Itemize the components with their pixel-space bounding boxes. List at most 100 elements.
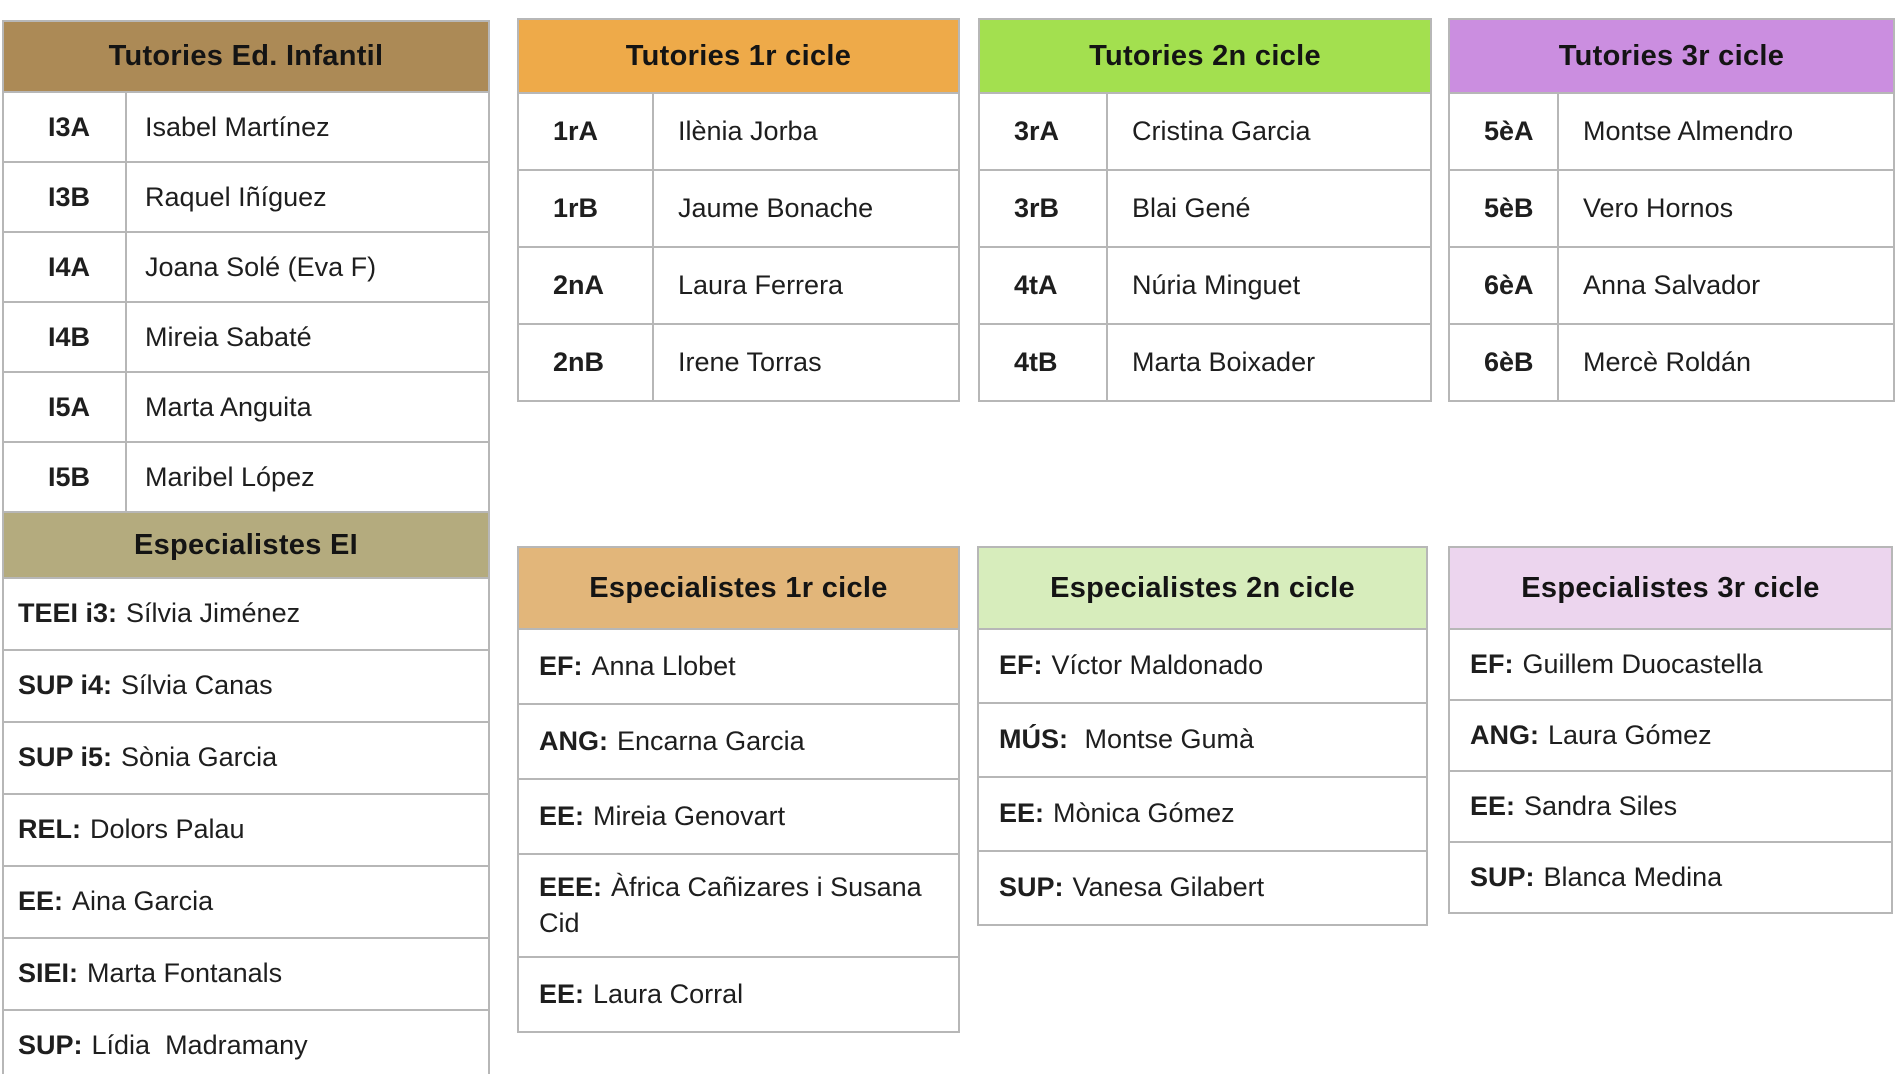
specialty-label: EE: — [999, 798, 1045, 829]
teacher-name: Núria Minguet — [1132, 270, 1301, 300]
group-code: 5èA — [1450, 94, 1559, 169]
specialty-label: MÚS: — [999, 724, 1068, 755]
teacher-name: Vanesa Gilabert — [1072, 872, 1265, 903]
group-code: 2nA — [519, 248, 654, 323]
teacher-name: Anna Llobet — [591, 650, 736, 681]
table-tutories-infantil: Tutories Ed. Infantil I3A Isabel Martíne… — [2, 20, 490, 1074]
teacher-name: Aina Garcia — [72, 886, 214, 917]
specialty-label: SUP: — [999, 872, 1064, 903]
group-code: 3rA — [980, 94, 1108, 169]
table-row: 3rB Blai Gené — [978, 169, 1432, 248]
especialistes-1r-header: Especialistes 1r cicle — [517, 546, 960, 630]
teacher-name: Mireia Genovart — [593, 800, 786, 831]
specialist-row: MÚS: Montse Gumà — [977, 702, 1428, 778]
table-especialistes-3r-cicle: Especialistes 3r cicle EF: Guillem Duocas… — [1448, 546, 1893, 914]
specialist-row: EE: Laura Corral — [517, 956, 960, 1033]
specialty-label: EE: — [539, 978, 585, 1009]
table-tutories-3r-cicle: Tutories 3r cicle 5èA Montse Almendro 5è… — [1448, 18, 1895, 402]
group-code: I3B — [4, 163, 127, 231]
specialist-row: EEE: Àfrica Cañizares i Susana Cid — [517, 853, 960, 958]
table-row: I4B Mireia Sabaté — [2, 301, 490, 373]
table-row: I5B Maribel López — [2, 441, 490, 513]
teacher-name: Mònica Gómez — [1053, 798, 1235, 829]
specialist-row: ANG: Encarna Garcia — [517, 703, 960, 780]
teacher-name: Raquel Iñíguez — [145, 181, 327, 212]
teacher-name: Sandra Siles — [1524, 790, 1678, 821]
table-row: I5A Marta Anguita — [2, 371, 490, 443]
specialist-row: EE: Mònica Gómez — [977, 776, 1428, 852]
teacher-name: Vero Hornos — [1583, 193, 1734, 223]
specialty-label: TEEI i3: — [18, 598, 118, 629]
group-code: 1rA — [519, 94, 654, 169]
group-code: 3rB — [980, 171, 1108, 246]
teacher-name: Àfrica Cañizares i Susana Cid — [539, 872, 930, 938]
specialty-label: REL: — [18, 814, 81, 845]
teacher-name: Encarna Garcia — [617, 725, 805, 756]
table-row: 1rA Ilènia Jorba — [517, 92, 960, 171]
teacher-name: Dolors Palau — [90, 814, 245, 845]
group-code: I5A — [4, 373, 127, 441]
specialist-row: SUP i5: Sònia Garcia — [2, 721, 490, 795]
teacher-name: Marta Boixader — [1132, 347, 1316, 377]
tutories-2n-header: Tutories 2n cicle — [978, 18, 1432, 94]
group-code: I5B — [4, 443, 127, 511]
table-tutories-1r-cicle: Tutories 1r cicle 1rA Ilènia Jorba 1rB J… — [517, 18, 960, 402]
teacher-name: Laura Corral — [593, 978, 744, 1009]
specialist-row: SUP i4: Sílvia Canas — [2, 649, 490, 723]
tutories-3r-header: Tutories 3r cicle — [1448, 18, 1895, 94]
table-row: 6èB Mercè Roldán — [1448, 323, 1895, 402]
group-code: I4A — [4, 233, 127, 301]
specialty-label: SUP i5: — [18, 742, 113, 773]
specialist-row: REL: Dolors Palau — [2, 793, 490, 867]
group-code: 4tA — [980, 248, 1108, 323]
table-row: I3A Isabel Martínez — [2, 91, 490, 163]
specialty-label: EE: — [18, 886, 64, 917]
teacher-name: Anna Salvador — [1583, 270, 1761, 300]
group-code: 5èB — [1450, 171, 1559, 246]
teacher-name: Montse Gumà — [1077, 724, 1255, 755]
tutories-1r-header: Tutories 1r cicle — [517, 18, 960, 94]
teacher-name: Sílvia Jiménez — [126, 598, 301, 629]
specialty-label: EF: — [999, 650, 1043, 681]
teacher-name: Sònia Garcia — [121, 742, 278, 773]
teacher-name: Víctor Maldonado — [1051, 650, 1264, 681]
teacher-name: Ilènia Jorba — [678, 116, 818, 146]
specialist-row: EE: Mireia Genovart — [517, 778, 960, 855]
group-code: 6èA — [1450, 248, 1559, 323]
specialist-row: SUP: Blanca Medina — [1448, 841, 1893, 914]
specialist-row: EE: Aina Garcia — [2, 865, 490, 939]
table-row: 1rB Jaume Bonache — [517, 169, 960, 248]
teacher-name: Sílvia Canas — [121, 670, 273, 701]
specialist-row: SIEI: Marta Fontanals — [2, 937, 490, 1011]
table-row: I3B Raquel Iñíguez — [2, 161, 490, 233]
tutories-infantil-header: Tutories Ed. Infantil — [2, 20, 490, 93]
table-row: 5èB Vero Hornos — [1448, 169, 1895, 248]
table-row: 4tB Marta Boixader — [978, 323, 1432, 402]
specialty-label: EF: — [539, 650, 583, 681]
specialty-label: ANG: — [1470, 719, 1539, 750]
group-code: 4tB — [980, 325, 1108, 400]
specialty-label: EF: — [1470, 648, 1514, 679]
specialty-label: EEE: — [539, 872, 603, 903]
teacher-name: Jaume Bonache — [678, 193, 874, 223]
table-tutories-2n-cicle: Tutories 2n cicle 3rA Cristina Garcia 3r… — [978, 18, 1432, 402]
specialty-label: SIEI: — [18, 958, 79, 989]
teacher-name: Mireia Sabaté — [145, 321, 312, 352]
specialist-row: SUP: Lídia Madramany — [2, 1009, 490, 1074]
specialist-row: TEEI i3: Sílvia Jiménez — [2, 577, 490, 651]
group-code: I3A — [4, 93, 127, 161]
table-especialistes-1r-cicle: Especialistes 1r cicle EF: Anna Llobet AN… — [517, 546, 960, 1033]
teacher-name: Montse Almendro — [1583, 116, 1794, 146]
teacher-name: Laura Gómez — [1548, 719, 1712, 750]
specialist-row: EE: Sandra Siles — [1448, 770, 1893, 843]
teacher-name: Maribel López — [145, 461, 315, 492]
table-row: 5èA Montse Almendro — [1448, 92, 1895, 171]
teacher-name: Cristina Garcia — [1132, 116, 1311, 146]
table-row: 3rA Cristina Garcia — [978, 92, 1432, 171]
teacher-name: Mercè Roldán — [1583, 347, 1752, 377]
table-especialistes-2n-cicle: Especialistes 2n cicle EF: Víctor Maldona… — [977, 546, 1428, 926]
table-row: 6èA Anna Salvador — [1448, 246, 1895, 325]
specialist-row: SUP: Vanesa Gilabert — [977, 850, 1428, 926]
teacher-name: Isabel Martínez — [145, 111, 330, 142]
